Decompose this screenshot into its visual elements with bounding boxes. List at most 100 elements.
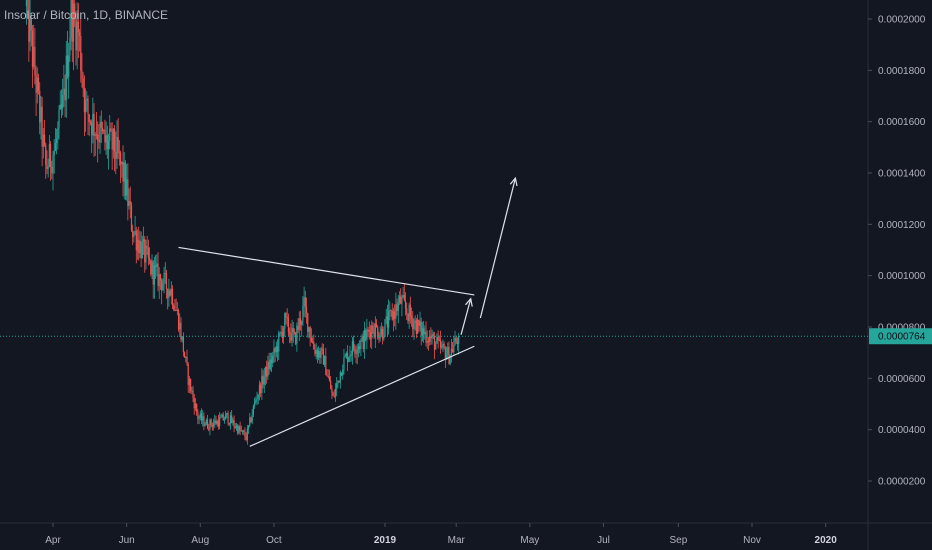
candle-body [92,113,94,136]
candle-body [141,242,143,259]
support-trendline[interactable] [249,345,475,447]
chart-title: Insolar / Bitcoin, 1D, BINANCE [4,8,169,22]
candle-body [359,346,361,350]
candle-body [173,305,175,310]
candle-body [142,239,145,243]
candle-body [237,425,239,434]
time-axis[interactable]: Apr Jun Aug Oct 2019 Mar May Jul Sep Nov 2020 [45,523,837,546]
candle-body [104,129,106,143]
candle-body [250,417,252,422]
candle-body [115,151,117,159]
candle-body [134,230,136,233]
candle-body [305,306,308,313]
resistance-trendline[interactable] [178,246,475,296]
candle-body [49,143,52,167]
candle-body [129,201,131,205]
candle-body [432,334,434,336]
candle-body [398,296,401,303]
candle-body [62,95,64,109]
current-price-label: 0.0000764 [878,332,926,343]
candle-body [278,333,280,352]
candle-body [345,353,347,357]
candle-body [368,329,370,332]
candle-body [295,332,297,344]
candle-body [450,348,452,356]
candle-body [280,331,282,333]
price-tick-label: 0.0001000 [878,271,926,282]
candle-body [274,348,276,353]
candle-body [217,420,219,427]
candle-body [103,129,105,132]
candle-body [343,357,345,370]
candle-body [158,274,160,287]
candle-body [438,339,440,341]
price-tick-label: 0.0001600 [878,117,926,128]
candle-body [392,311,395,320]
candle-body [57,127,59,139]
candle-body [197,412,199,419]
candle-body [146,246,148,248]
candle-body [404,300,407,309]
price-tick-label: 0.0000200 [878,477,926,488]
candle-body [204,424,206,426]
candle-body [186,356,188,365]
price-axis[interactable]: 0.0002000 0.0001800 0.0001600 0.0001400 0.00… [868,15,926,488]
price-tick-label: 0.0000800 [878,323,926,334]
candle-body [351,341,354,355]
candle-body [240,430,242,432]
candle-body [252,405,255,416]
candle-body [193,397,195,409]
candle-body [72,3,75,42]
candle-body [321,348,323,350]
candle-body [78,32,81,36]
candle-body [135,230,137,251]
candle-body [402,295,404,298]
candle-body [325,356,327,376]
candle-body [350,354,352,356]
candle-body [442,344,444,346]
candle-body [276,346,279,352]
candle-body [228,423,230,425]
candle-body [59,104,61,110]
time-tick-label: Mar [448,535,466,546]
candle-body [243,430,245,433]
candle-body [176,310,178,312]
candle-body [353,341,355,349]
candle-body [394,311,396,319]
candle-body [314,349,316,354]
projection-arrow-short-shaft [460,298,472,335]
candle-body [187,364,189,385]
candle-body [31,30,34,67]
price-tick-label: 0.0001800 [878,66,926,77]
time-tick-label: May [520,535,539,546]
candle-body [430,336,432,339]
projection-arrow-long[interactable] [479,176,518,319]
candle-body [196,404,198,413]
candle-body [424,331,426,335]
candle-body [51,166,53,174]
candle-body [419,321,421,326]
candle-body [273,348,275,356]
candle-body [313,341,315,350]
projection-arrow-short[interactable] [460,297,473,335]
candle-body [385,316,387,320]
drawings[interactable] [178,176,518,447]
candle-body [418,319,420,326]
candle-body [285,313,287,318]
candle-body [89,121,92,123]
candle-body [58,109,60,128]
candle-body [372,325,374,332]
candle-body [175,310,177,312]
candle-body [28,0,30,42]
candle-body [381,328,384,339]
candle-body [344,356,346,358]
candle-body [159,274,162,281]
candle-body [47,166,49,169]
candle-body [148,257,151,261]
candle-body [279,332,281,334]
candle-body [182,336,184,353]
candle-body [226,412,228,415]
candle-body [30,19,32,31]
candle-body [379,334,381,339]
